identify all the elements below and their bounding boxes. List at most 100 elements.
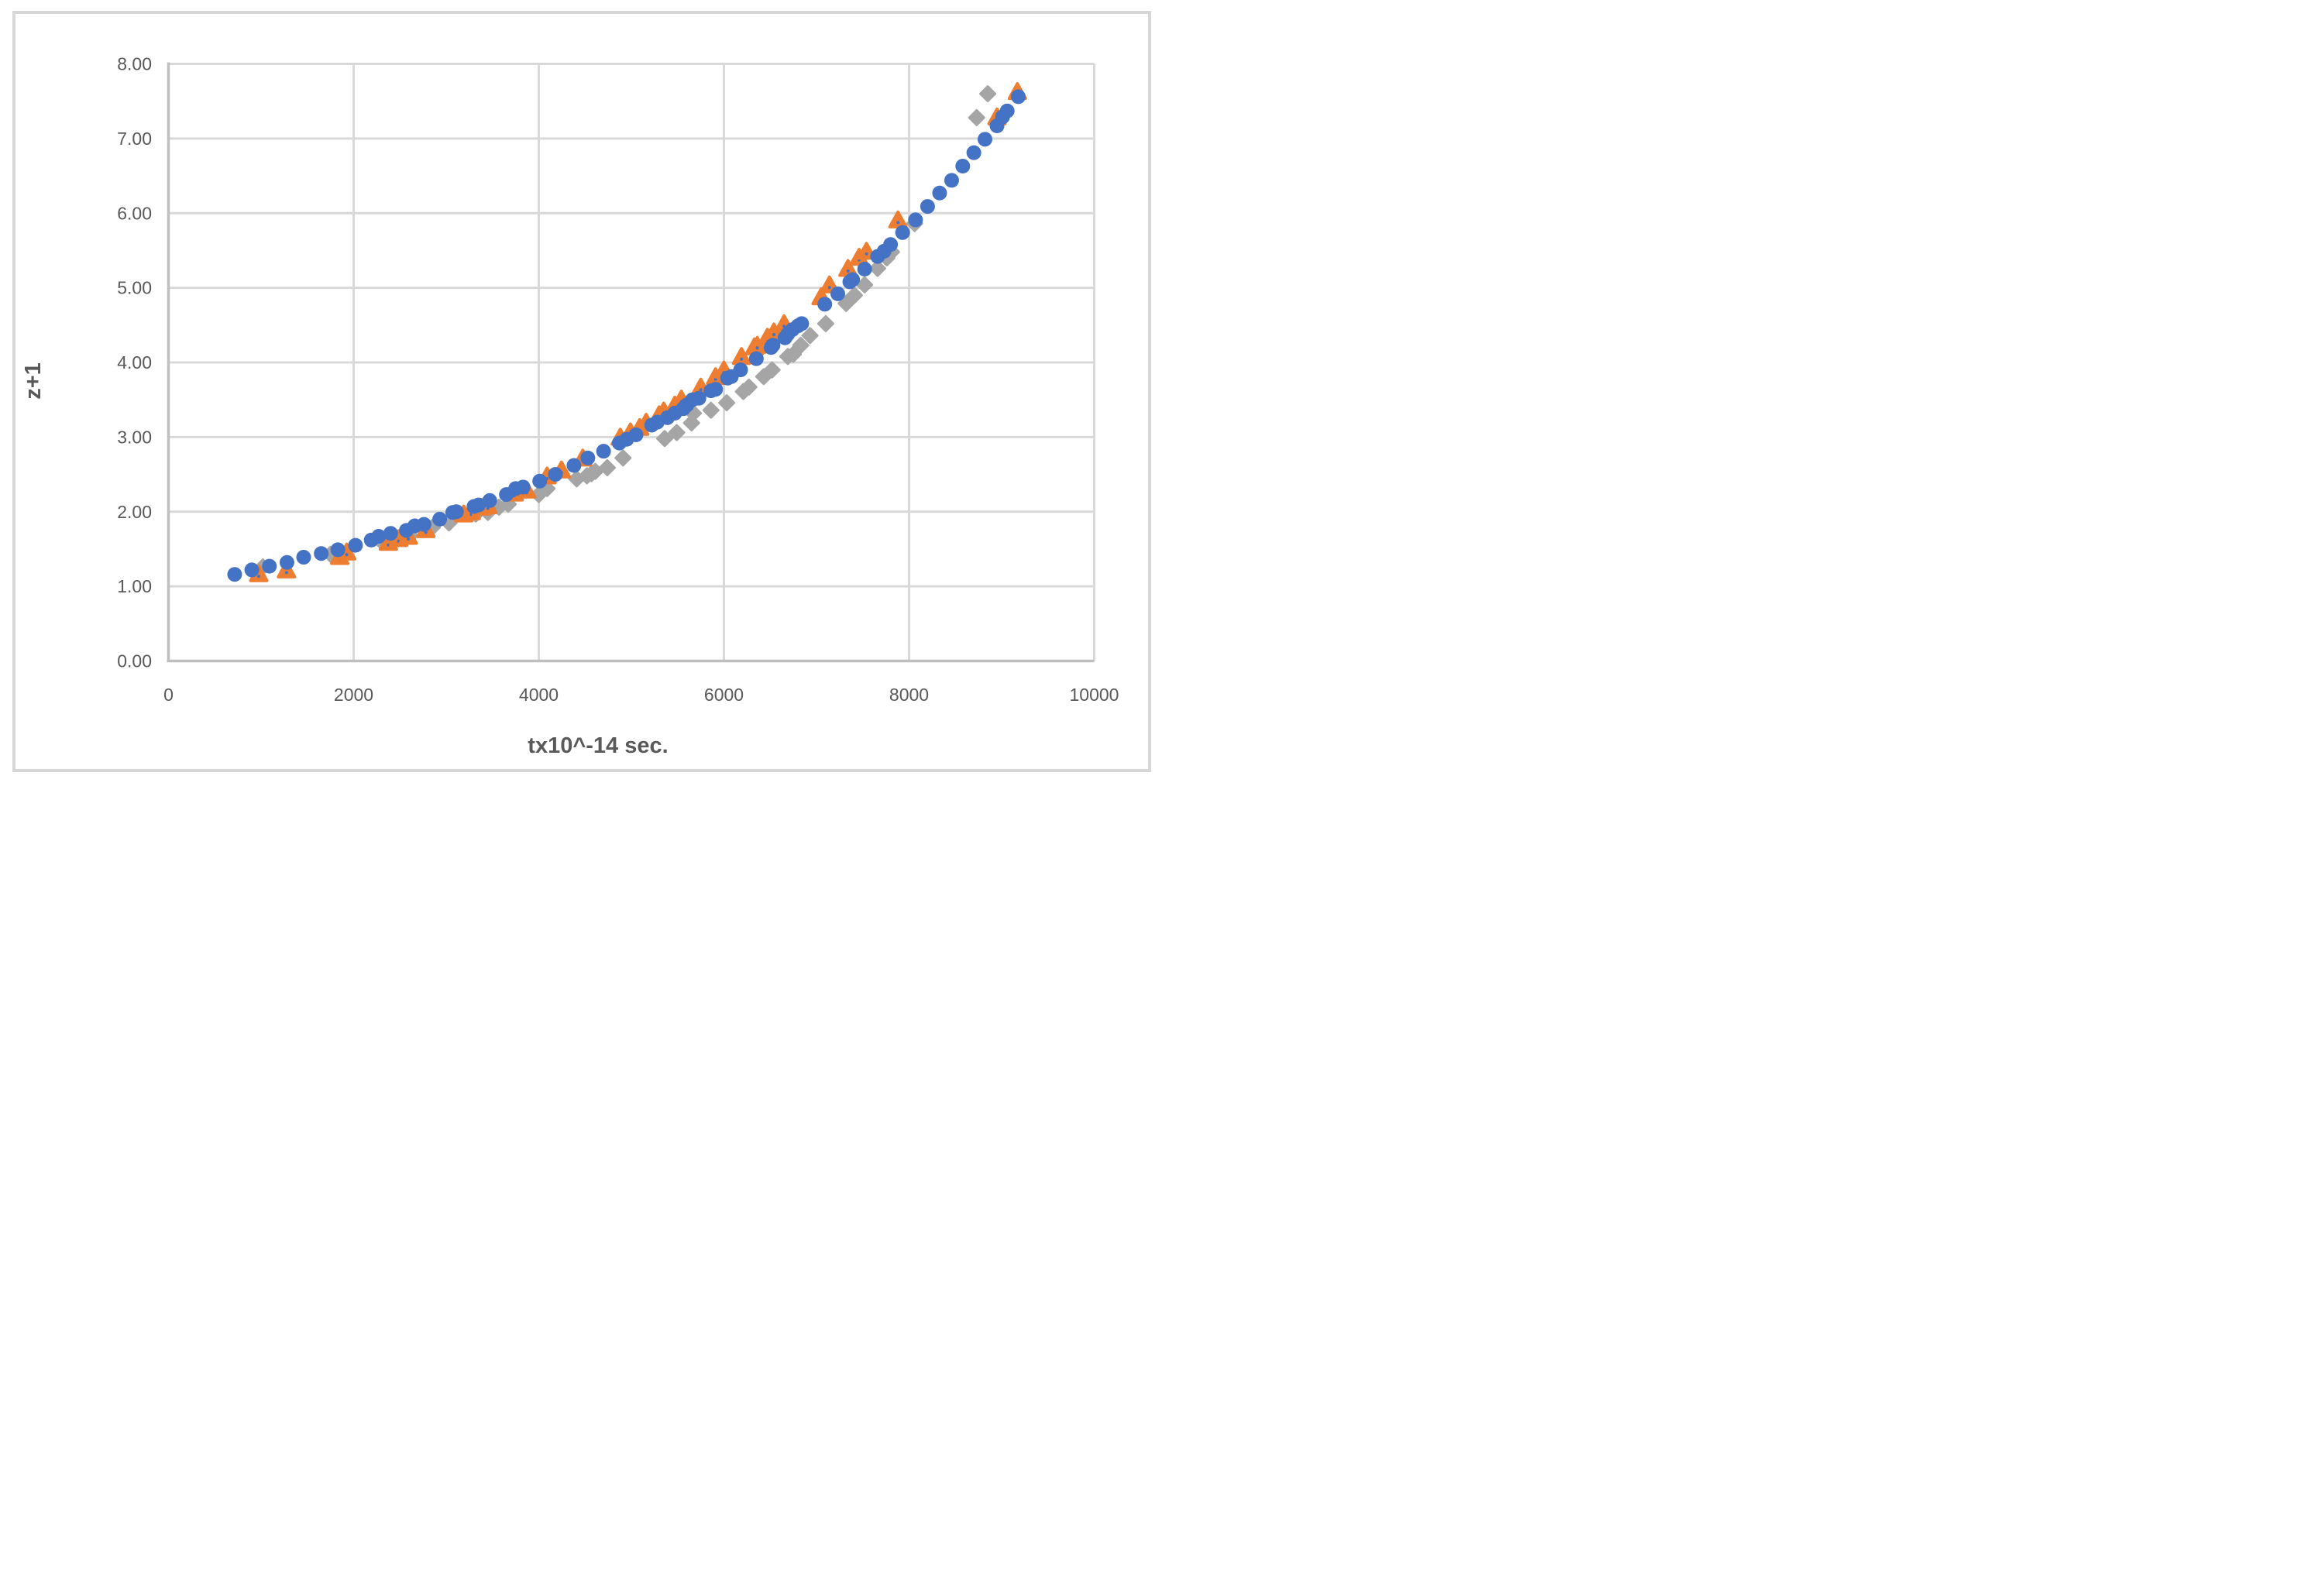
data-point-diamond	[598, 458, 616, 476]
data-point-diamond	[792, 336, 810, 354]
x-tick-label: 4000	[519, 685, 559, 705]
data-point-diamond	[968, 108, 985, 126]
series-gray-diamonds	[254, 85, 997, 576]
data-point-diamond	[500, 496, 517, 513]
triangle-inner-dot	[755, 346, 759, 350]
data-point-circle	[279, 554, 294, 570]
data-point-circle	[845, 272, 861, 287]
gridlines	[168, 63, 1095, 661]
data-point-circle	[708, 382, 724, 397]
plot-area-points	[227, 82, 1027, 582]
data-point-circle	[296, 550, 311, 565]
data-point-diamond	[801, 327, 819, 345]
data-point-circle	[817, 297, 833, 312]
y-tick-label: 0.00	[117, 651, 152, 671]
data-point-circle	[244, 562, 260, 578]
data-point-circle	[691, 390, 706, 406]
data-point-circle	[944, 173, 959, 188]
data-point-circle	[765, 338, 781, 353]
data-point-circle	[966, 145, 982, 160]
data-point-circle	[383, 526, 398, 541]
data-point-circle	[895, 225, 910, 240]
y-axis-tick-labels: 0.00 1.00 2.00 3.00 4.00 5.00 6.00 7.00 8.00	[117, 54, 152, 671]
y-tick-label: 4.00	[117, 352, 152, 373]
triangle-inner-dot	[740, 357, 744, 361]
data-point-circle	[857, 262, 872, 277]
data-point-circle	[908, 212, 923, 228]
triangle-inner-dot	[345, 553, 349, 557]
data-point-circle	[580, 450, 596, 465]
data-point-circle	[999, 103, 1015, 118]
data-point-circle	[515, 479, 531, 495]
triangle-inner-dot	[284, 571, 288, 575]
data-point-circle	[733, 362, 748, 378]
x-tick-label: 0	[163, 685, 174, 705]
data-point-circle	[471, 497, 486, 513]
data-point-circle	[794, 316, 810, 331]
data-point-circle	[548, 467, 563, 482]
x-axis-tick-labels: 0 2000 4000 6000 8000 10000	[163, 685, 1119, 705]
x-tick-label: 6000	[704, 685, 744, 705]
data-point-circle	[432, 511, 448, 527]
series-blue-circles	[227, 89, 1026, 582]
data-point-diamond	[845, 287, 863, 304]
data-point-circle	[314, 546, 329, 561]
data-point-circle	[330, 542, 346, 558]
data-point-diamond	[856, 276, 874, 294]
data-point-diamond	[837, 294, 855, 312]
y-axis-title: z+1	[21, 362, 46, 400]
triangle-inner-dot	[865, 252, 868, 256]
axis-lines	[167, 62, 1095, 663]
data-point-diamond	[868, 259, 886, 277]
y-tick-label: 3.00	[117, 427, 152, 447]
data-point-diamond	[763, 361, 781, 379]
data-point-circle	[482, 493, 497, 508]
data-point-circle	[920, 199, 935, 215]
data-point-circle	[566, 458, 582, 473]
data-point-circle	[748, 351, 764, 366]
x-tick-label: 8000	[889, 685, 929, 705]
y-tick-label: 6.00	[117, 203, 152, 223]
data-point-circle	[348, 537, 363, 553]
scatter-chart: 0 2000 4000 6000 8000 10000 0.00 1.00 2.00 3.00 4…	[21, 54, 1119, 759]
data-point-circle	[1011, 89, 1026, 105]
data-point-diamond	[718, 394, 736, 412]
data-point-circle	[416, 517, 431, 532]
triangle-inner-dot	[782, 324, 786, 328]
data-point-diamond	[702, 401, 720, 419]
x-tick-label: 10000	[1070, 685, 1119, 705]
data-point-circle	[371, 529, 387, 544]
y-tick-label: 2.00	[117, 502, 152, 522]
data-point-diamond	[614, 449, 632, 467]
triangle-inner-dot	[827, 286, 831, 290]
data-point-circle	[977, 132, 992, 147]
data-point-diamond	[816, 314, 834, 332]
data-point-diamond	[979, 85, 997, 103]
data-point-circle	[262, 558, 277, 574]
data-point-diamond	[656, 430, 674, 448]
data-point-circle	[830, 286, 845, 301]
data-point-circle	[628, 427, 644, 442]
triangle-inner-dot	[772, 332, 776, 336]
data-point-circle	[883, 237, 899, 252]
data-point-circle	[532, 473, 548, 489]
triangle-inner-dot	[846, 270, 850, 273]
data-point-circle	[449, 504, 464, 520]
x-axis-title: tx10^-14 sec.	[528, 733, 668, 758]
data-point-circle	[227, 567, 242, 582]
data-point-circle	[596, 444, 611, 459]
x-tick-label: 2000	[334, 685, 373, 705]
triangle-inner-dot	[896, 221, 900, 225]
triangle-inner-dot	[407, 537, 411, 541]
triangle-inner-dot	[713, 377, 717, 381]
data-point-circle	[932, 185, 947, 201]
data-point-diamond	[740, 378, 758, 396]
data-point-circle	[955, 159, 971, 174]
triangle-inner-dot	[257, 575, 261, 579]
y-tick-label: 5.00	[117, 278, 152, 298]
data-point-triangle	[888, 210, 908, 228]
triangle-inner-dot	[699, 388, 703, 392]
y-tick-label: 7.00	[117, 129, 152, 149]
data-point-diamond	[668, 424, 686, 441]
chart-canvas: 0 2000 4000 6000 8000 10000 0.00 1.00 2.00 3.00 4…	[0, 0, 1162, 784]
